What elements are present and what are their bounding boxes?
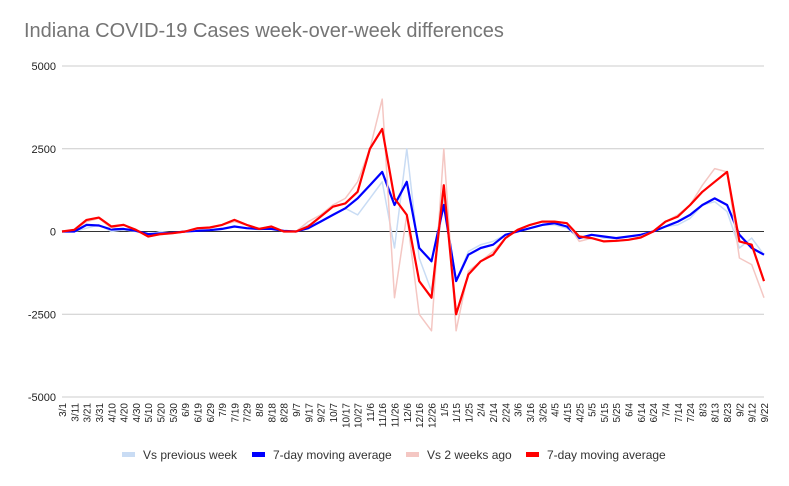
x-tick-label: 6/4 [625, 403, 636, 417]
x-tick-label: 2/24 [501, 403, 512, 423]
x-tick-label: 4/15 [563, 403, 574, 423]
x-tick-label: 3/6 [514, 403, 525, 417]
x-tick-label: 5/30 [169, 403, 180, 423]
legend-swatch-2 [252, 452, 265, 457]
x-tick-label: 4/30 [132, 403, 143, 423]
x-tick-label: 6/19 [193, 403, 204, 423]
x-tick-label: 11/6 [366, 403, 377, 422]
x-tick-label: 3/11 [70, 403, 81, 422]
y-tick-label: 2500 [32, 144, 56, 156]
x-tick-label: 4/25 [575, 403, 586, 423]
x-tick-label: 12/6 [403, 403, 414, 423]
x-tick-label: 4/10 [107, 403, 118, 423]
x-tick-label: 5/20 [157, 403, 168, 423]
x-tick-label: 5/5 [588, 403, 599, 417]
x-tick-label: 10/27 [354, 403, 365, 428]
x-tick-label: 11/16 [378, 403, 389, 428]
x-tick-label: 4/20 [120, 403, 131, 423]
x-tick-label: 12/26 [427, 403, 438, 428]
x-tick-label: 9/27 [317, 403, 328, 423]
x-tick-label: 2/14 [489, 403, 500, 423]
x-tick-label: 8/18 [267, 403, 278, 423]
legend-swatch-4 [526, 452, 539, 457]
grid-lines [62, 65, 764, 398]
x-tick-label: 8/13 [711, 403, 722, 423]
x-tick-label: 6/24 [649, 403, 660, 423]
legend-swatch-3 [406, 452, 419, 457]
x-tick-label: 10/7 [329, 403, 340, 423]
x-tick-label: 9/17 [304, 403, 315, 423]
series-lines [61, 98, 766, 332]
x-tick-label: 3/31 [95, 403, 106, 423]
x-tick-label: 3/21 [83, 403, 94, 423]
x-tick-label: 10/17 [341, 403, 352, 428]
x-tick-label: 3/1 [58, 403, 69, 417]
x-tick-label: 9/12 [748, 403, 759, 423]
x-tick-label: 12/16 [415, 403, 426, 428]
x-tick-label: 6/14 [637, 403, 648, 423]
x-tick-label: 11/26 [391, 403, 402, 428]
y-tick-label: -5000 [28, 392, 56, 404]
x-tick-label: 8/23 [723, 403, 734, 423]
x-tick-label: 8/3 [698, 403, 709, 417]
x-tick-label: 7/19 [230, 403, 241, 423]
x-tick-label: 3/16 [526, 403, 537, 423]
x-tick-label: 5/10 [144, 403, 155, 423]
legend-label-3: Vs 2 weeks ago [427, 448, 512, 462]
x-tick-label: 6/29 [206, 403, 217, 423]
legend: Vs previous week 7-day moving average Vs 2… [122, 448, 666, 462]
y-tick-label: 5000 [32, 61, 56, 73]
x-tick-label: 7/24 [686, 403, 697, 423]
x-tick-label: 7/29 [243, 403, 254, 423]
x-axis-ticks: 3/1 3/11 3/21 3/31 4/10 4/20 4/30 5/10 5/20 5/30 6… [58, 403, 771, 428]
x-tick-label: 8/28 [280, 403, 291, 423]
x-tick-label: 6/9 [181, 403, 192, 417]
x-tick-label: 7/9 [218, 403, 229, 417]
x-tick-label: 7/14 [674, 403, 685, 423]
x-tick-label: 1/25 [464, 403, 475, 423]
x-tick-label: 1/5 [440, 403, 451, 417]
x-tick-label: 5/25 [612, 403, 623, 423]
x-tick-label: 3/26 [538, 403, 549, 423]
legend-label-1: Vs previous week [143, 448, 238, 462]
x-tick-label: 7/4 [661, 403, 672, 417]
x-tick-label: 2/4 [477, 403, 488, 417]
x-tick-label: 9/7 [292, 403, 303, 417]
x-tick-label: 5/15 [600, 403, 611, 423]
y-axis-ticks: 5000 2500 0 -2500 -5000 [28, 61, 56, 404]
x-tick-label: 1/15 [452, 403, 463, 423]
y-tick-label: 0 [50, 227, 56, 239]
x-tick-label: 4/5 [551, 403, 562, 417]
x-tick-label: 9/2 [735, 403, 746, 417]
legend-swatch-1 [122, 452, 135, 457]
x-tick-label: 9/22 [760, 403, 771, 423]
series-line-4 [61, 127, 766, 316]
legend-label-4: 7-day moving average [547, 448, 666, 462]
chart-title: Indiana COVID-19 Cases week-over-week di… [24, 20, 504, 42]
y-tick-label: -2500 [28, 309, 56, 321]
x-tick-label: 8/8 [255, 403, 266, 417]
legend-label-2: 7-day moving average [273, 448, 392, 462]
